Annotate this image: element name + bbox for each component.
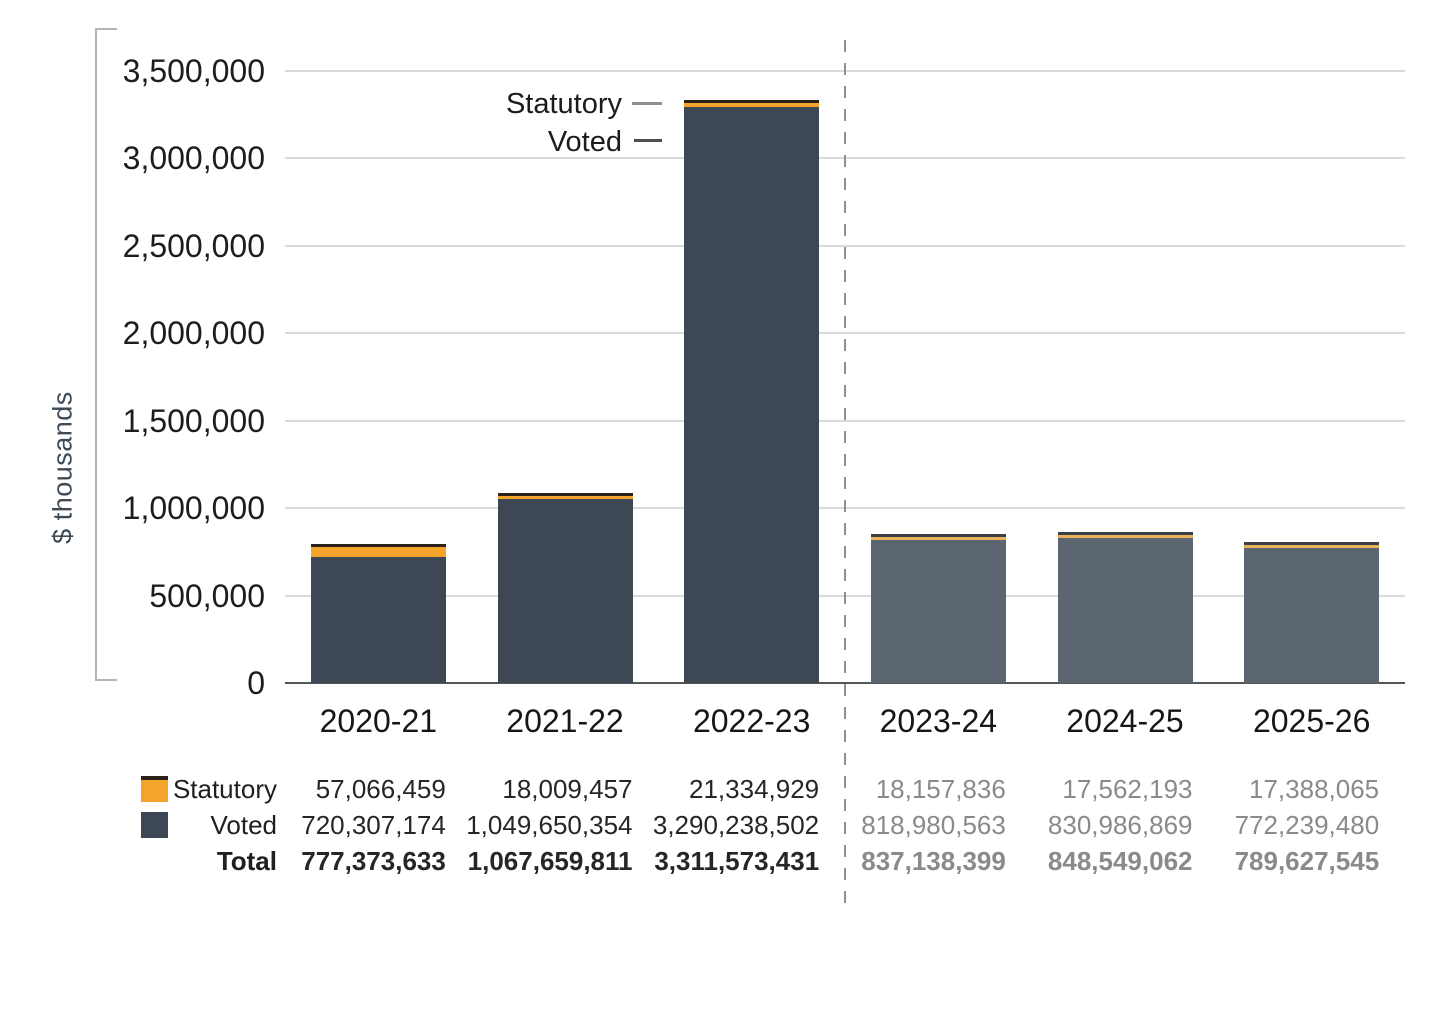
table-cell-statutory-2024-25: 17,562,193	[1062, 774, 1193, 804]
voted-annotation-dash	[634, 139, 662, 142]
bar-2022-23	[684, 100, 820, 683]
table-cell-total-2024-25: 848,549,062	[1047, 846, 1193, 876]
table-cell-voted-2025-26: 772,239,480	[1234, 810, 1380, 840]
table-row-label-total: Total	[216, 846, 277, 876]
table-cell-voted-2024-25: 830,986,869	[1047, 810, 1193, 840]
y-axis-bracket	[95, 28, 117, 681]
legend-swatch-voted	[141, 812, 168, 838]
x-tick-label-2024-25: 2024-25	[1066, 703, 1184, 739]
table-row-label-statutory: Statutory	[172, 774, 277, 804]
table-cell-statutory-2022-23: 21,334,929	[689, 774, 820, 804]
voted-segment	[684, 107, 820, 683]
table-cell-total-2025-26: 789,627,545	[1234, 846, 1380, 876]
bar-top-edge	[497, 493, 633, 497]
table-row-label-voted: Voted	[210, 810, 277, 840]
y-tick-label: 1,500,000	[122, 402, 265, 439]
bar-2024-25	[1057, 531, 1193, 683]
statutory-segment	[1244, 544, 1380, 548]
statutory-segment	[1057, 534, 1193, 538]
bar-top-edge	[684, 100, 820, 104]
voted-annotation-label: Voted	[547, 126, 622, 158]
bar-2025-26	[1244, 541, 1380, 683]
x-tick-label-2023-24: 2023-24	[879, 703, 998, 739]
statutory-annotation-dash	[632, 102, 662, 105]
table-cell-total-2023-24: 837,138,399	[861, 846, 1006, 876]
table-cell-statutory-2023-24: 18,157,836	[875, 774, 1006, 804]
statutory-segment	[684, 103, 820, 108]
statutory-segment	[310, 546, 446, 557]
bar-2023-24	[870, 533, 1006, 683]
statutory-segment	[497, 496, 633, 500]
statutory-segment	[870, 536, 1006, 540]
y-tick-label: 2,500,000	[122, 227, 265, 264]
table-cell-statutory-2021-22: 18,009,457	[502, 774, 633, 804]
y-tick-label: 500,000	[149, 577, 265, 614]
y-tick-label: 3,000,000	[122, 140, 265, 176]
bar-top-edge	[870, 533, 1006, 537]
bar-top-edge	[310, 543, 446, 547]
table-cell-total-2021-22: 1,067,659,811	[467, 846, 633, 876]
table-cell-statutory-2020-21: 57,066,459	[315, 774, 446, 804]
x-tick-label-2025-26: 2025-26	[1252, 703, 1371, 739]
table-cell-statutory-2025-26: 17,388,065	[1249, 774, 1380, 804]
x-tick-label-2020-21: 2020-21	[319, 703, 438, 739]
table-cell-total-2020-21: 777,373,633	[301, 846, 446, 876]
table-cell-total-2022-23: 3,311,573,431	[654, 846, 820, 876]
y-tick-label: 0	[247, 665, 265, 701]
forecast-divider-dashed-line	[844, 40, 846, 912]
legend-swatch-statutory	[141, 776, 168, 802]
table-cell-voted-2023-24: 818,980,563	[861, 810, 1006, 840]
voted-segment	[870, 539, 1006, 683]
statutory-annotation-label: Statutory	[505, 88, 622, 120]
voted-segment	[310, 556, 446, 683]
table-cell-voted-2021-22: 1,049,650,354	[466, 810, 633, 840]
bar-top-edge	[1244, 541, 1380, 545]
x-tick-label-2022-23: 2022-23	[692, 703, 811, 739]
voted-segment	[1057, 537, 1193, 683]
table-cell-voted-2022-23: 3,290,238,502	[652, 810, 820, 840]
bar-top-edge	[1057, 531, 1193, 535]
y-tick-label: 1,000,000	[122, 490, 265, 526]
x-tick-label-2021-22: 2021-22	[506, 703, 624, 739]
y-axis-title: $ thousands	[47, 391, 78, 544]
bar-2021-22	[497, 493, 633, 683]
voted-segment	[497, 499, 633, 683]
voted-segment	[1244, 547, 1380, 683]
bar-2020-21	[310, 543, 446, 683]
table-cell-voted-2020-21: 720,307,174	[301, 810, 446, 840]
y-tick-label: 2,000,000	[122, 315, 265, 351]
y-tick-label: 3,500,000	[122, 52, 265, 89]
